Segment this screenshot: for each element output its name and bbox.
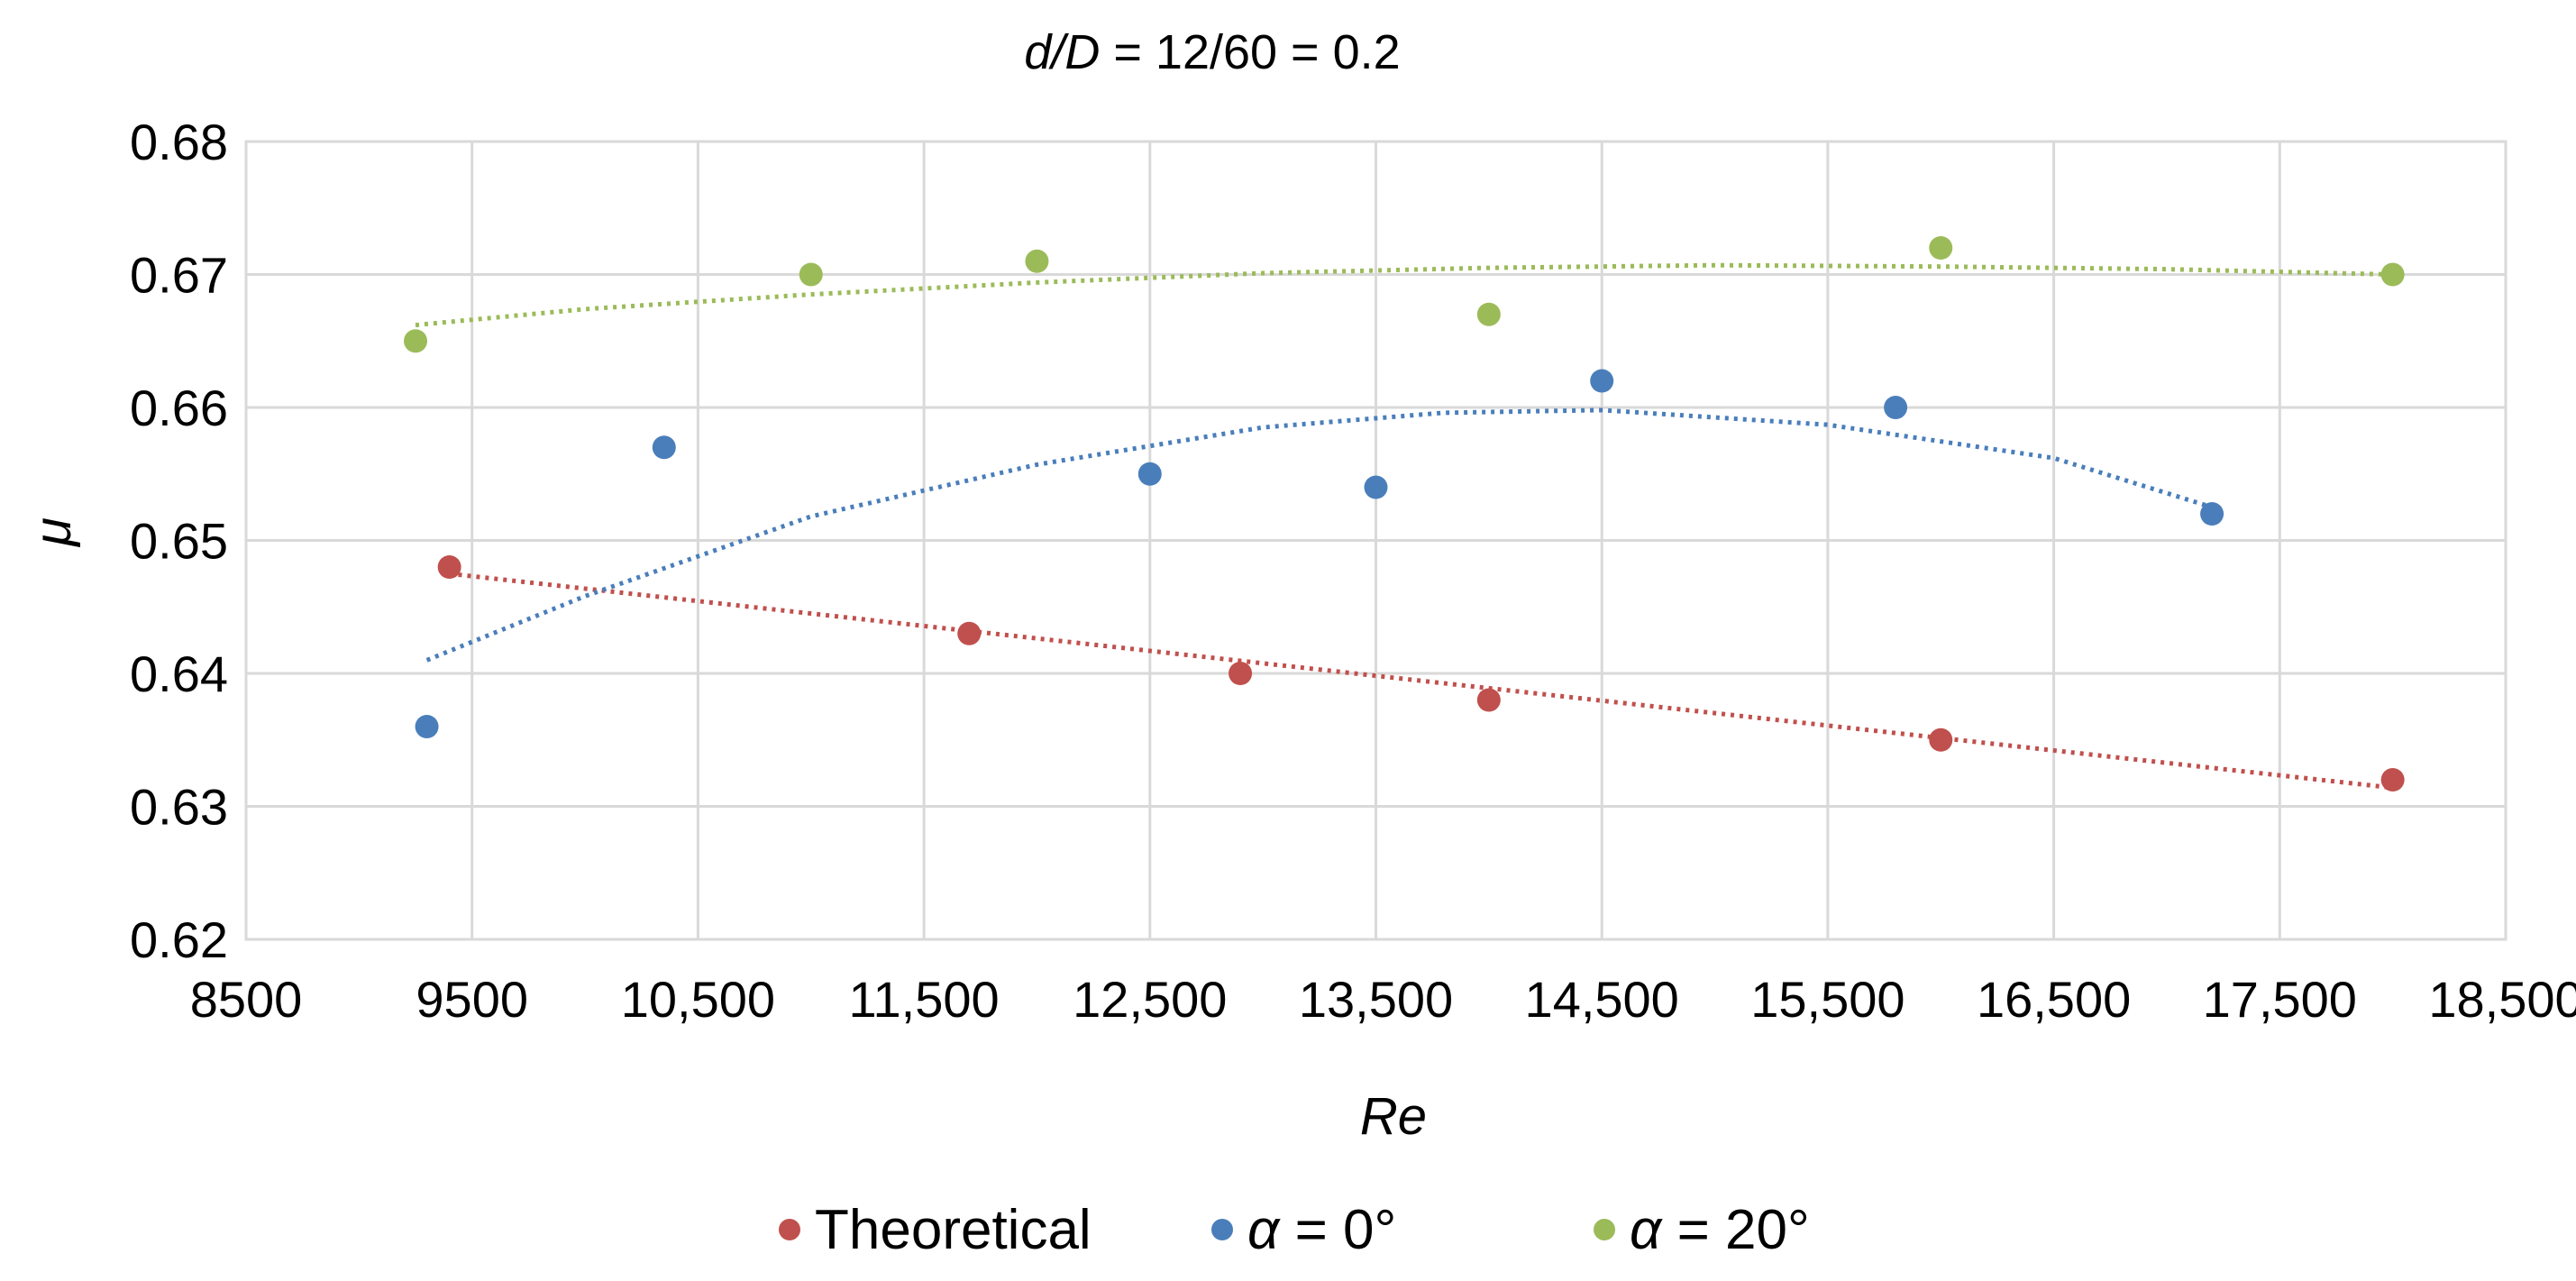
point-theoretical[interactable] — [1229, 662, 1253, 685]
x-tick-label: 17,500 — [2203, 971, 2357, 1028]
plot-frame — [244, 140, 2507, 941]
point-alpha20[interactable] — [1929, 236, 1953, 260]
legend-value-alpha-0: = 0° — [1279, 1199, 1396, 1261]
point-alpha0[interactable] — [652, 435, 676, 460]
x-tick-label: 11,500 — [849, 971, 1000, 1028]
data-points — [404, 236, 2405, 791]
x-tick-label: 9500 — [416, 971, 528, 1028]
chart-title-ratio: d/D — [1024, 25, 1100, 79]
x-tick-label: 8500 — [190, 971, 303, 1028]
legend-label-alpha-0: α = 0° — [1247, 1199, 1396, 1261]
point-alpha0[interactable] — [1137, 462, 1162, 486]
point-alpha0[interactable] — [1884, 396, 1908, 419]
trendline-alpha0 — [425, 407, 2213, 663]
x-tick-label: 18,500 — [2428, 971, 2576, 1028]
grid-lines — [244, 140, 2507, 941]
y-tick-label: 0.65 — [130, 513, 228, 570]
point-alpha20[interactable] — [1025, 249, 1049, 273]
x-axis-title: Re — [1360, 1087, 1427, 1146]
legend-symbol-alpha-20: α — [1630, 1199, 1663, 1261]
legend: Theoretical α = 0° α = 20° — [779, 1199, 1810, 1261]
legend-value-alpha-20: = 20° — [1661, 1199, 1809, 1261]
legend-marker-alpha-20 — [1594, 1219, 1615, 1240]
trendline-theoretical — [449, 571, 2393, 791]
y-tick-label: 0.64 — [130, 645, 228, 702]
legend-marker-theoretical — [779, 1219, 800, 1240]
legend-item-alpha-20[interactable]: α = 20° — [1594, 1199, 1810, 1261]
point-alpha20[interactable] — [799, 262, 823, 287]
point-alpha0[interactable] — [415, 715, 439, 738]
point-theoretical[interactable] — [2380, 768, 2405, 791]
point-alpha0[interactable] — [1364, 475, 1388, 499]
point-alpha20[interactable] — [1476, 302, 1501, 326]
point-theoretical[interactable] — [957, 621, 982, 645]
chart-title-value: = 12/60 = 0.2 — [1100, 25, 1400, 79]
x-tick-label: 13,500 — [1299, 971, 1453, 1028]
point-theoretical[interactable] — [1929, 727, 1953, 752]
y-tick-label: 0.66 — [130, 380, 228, 436]
x-tick-label: 10,500 — [621, 971, 775, 1028]
y-axis-title: μ — [23, 517, 82, 548]
y-axis-ticks: 0.62 0.63 0.64 0.65 0.66 0.67 0.68 — [130, 114, 228, 968]
chart-title: d/D = 12/60 = 0.2 — [1024, 25, 1400, 79]
trendlines — [415, 262, 2393, 791]
point-theoretical[interactable] — [1476, 688, 1501, 712]
legend-symbol-alpha-0: α — [1247, 1199, 1281, 1261]
legend-label-theoretical: Theoretical — [815, 1199, 1092, 1261]
plot-area — [244, 140, 2507, 941]
point-alpha20[interactable] — [404, 329, 428, 353]
x-tick-label: 12,500 — [1073, 971, 1227, 1028]
point-theoretical[interactable] — [437, 555, 461, 579]
point-alpha0[interactable] — [1590, 369, 1614, 393]
legend-item-alpha-0[interactable]: α = 0° — [1211, 1199, 1396, 1261]
point-alpha0[interactable] — [2200, 502, 2224, 526]
y-tick-label: 0.68 — [130, 114, 228, 170]
legend-label-alpha-20: α = 20° — [1630, 1199, 1810, 1261]
y-tick-label: 0.67 — [130, 247, 228, 304]
y-tick-label: 0.63 — [130, 779, 228, 836]
x-axis-ticks: 8500 9500 10,500 11,500 12,500 13,500 14,500 15… — [190, 971, 2576, 1028]
legend-marker-alpha-0 — [1211, 1219, 1233, 1240]
x-tick-label: 16,500 — [1977, 971, 2131, 1028]
y-tick-label: 0.62 — [130, 911, 228, 968]
legend-item-theoretical[interactable]: Theoretical — [779, 1199, 1092, 1261]
point-alpha20[interactable] — [2380, 262, 2405, 287]
x-tick-label: 15,500 — [1750, 971, 1905, 1028]
x-tick-label: 14,500 — [1525, 971, 1679, 1028]
